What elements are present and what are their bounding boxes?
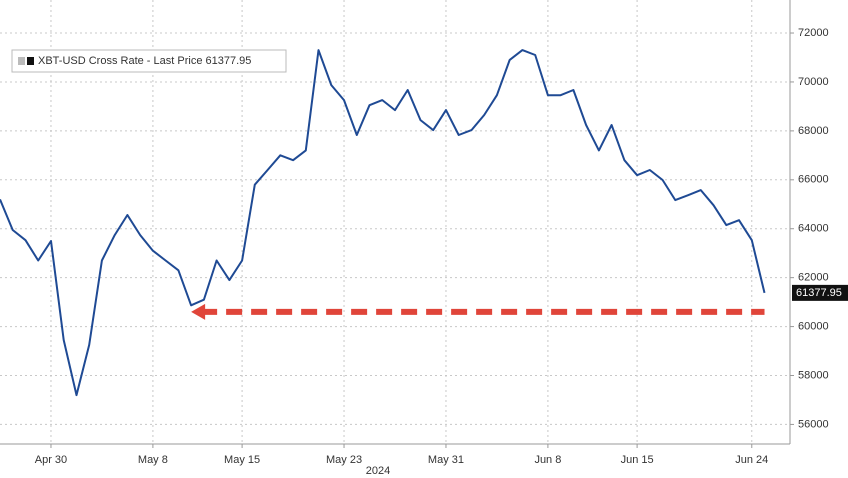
legend-swatch <box>18 57 25 65</box>
y-tick-label: 64000 <box>798 223 829 235</box>
y-tick-label: 66000 <box>798 174 829 186</box>
x-tick-label: May 15 <box>224 454 260 466</box>
legend-label: XBT-USD Cross Rate - Last Price 61377.95 <box>38 55 251 67</box>
legend-box <box>11 49 287 73</box>
y-tick-label: 58000 <box>798 369 829 381</box>
x-tick-label: Jun 24 <box>735 454 768 466</box>
x-tick-label: Jun 15 <box>621 454 654 466</box>
y-tick-label: 62000 <box>798 272 829 284</box>
x-tick-label: May 31 <box>428 454 464 466</box>
legend-swatch <box>27 57 34 65</box>
last-price-label: 61377.95 <box>796 287 842 299</box>
x-axis-label: 2024 <box>366 465 390 477</box>
y-tick-label: 72000 <box>798 27 829 39</box>
y-tick-label: 68000 <box>798 125 829 137</box>
x-tick-label: May 8 <box>138 454 168 466</box>
price-line <box>0 49 766 397</box>
last-price-tag <box>792 284 848 301</box>
reference-arrowhead <box>191 303 206 320</box>
x-tick-label: May 23 <box>326 454 362 466</box>
y-tick-label: 60000 <box>798 320 829 332</box>
y-tick-label: 56000 <box>798 418 829 430</box>
x-tick-label: Jun 8 <box>534 454 561 466</box>
y-tick-label: 70000 <box>798 76 829 88</box>
x-tick-label: Apr 30 <box>35 454 67 466</box>
